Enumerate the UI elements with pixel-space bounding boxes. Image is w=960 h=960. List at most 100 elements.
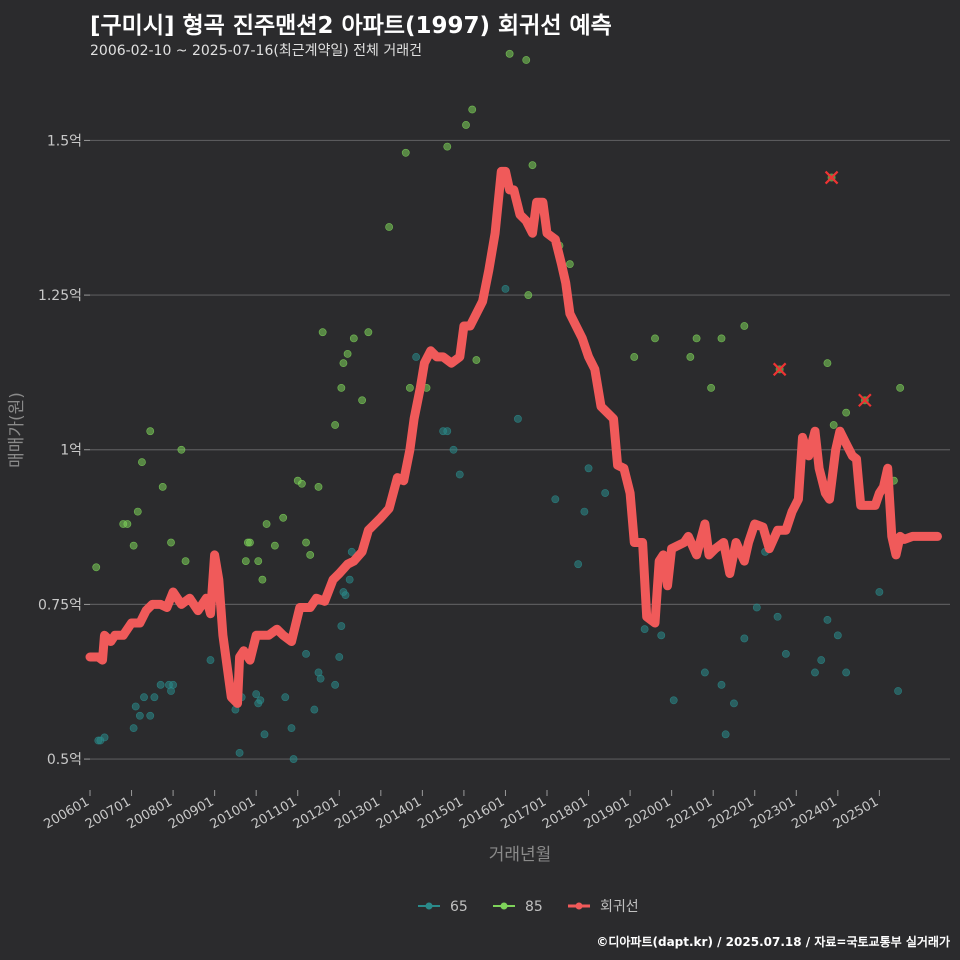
point-85 <box>358 396 367 405</box>
y-tick-label: 0.5억 <box>47 752 82 768</box>
legend: 65 85 회귀선 <box>418 899 639 915</box>
point-65 <box>252 690 261 699</box>
legend-item-회귀선: 회귀선 <box>568 899 639 915</box>
x-tick-label: 201401 <box>374 794 424 832</box>
point-65 <box>100 733 109 742</box>
point-85 <box>258 575 267 584</box>
point-65 <box>206 656 215 664</box>
point-65 <box>640 625 649 634</box>
y-tick-label: 0.75억 <box>38 597 82 613</box>
x-tick-label: 202501 <box>831 794 881 832</box>
regression-line-path <box>85 166 942 708</box>
point-85 <box>630 353 639 361</box>
point-85 <box>740 322 749 330</box>
point-85 <box>692 334 701 343</box>
point-85 <box>246 538 254 547</box>
legend-label: 85 <box>525 899 543 915</box>
point-85 <box>241 557 250 566</box>
point-65 <box>584 464 593 473</box>
series-65-points <box>94 284 902 763</box>
x-tick-label: 201301 <box>332 794 382 832</box>
point-85 <box>129 541 138 550</box>
point-85 <box>138 458 146 467</box>
point-85 <box>443 142 452 151</box>
point-85 <box>254 557 263 566</box>
series-85-points <box>92 49 905 584</box>
point-85 <box>339 359 348 368</box>
point-65 <box>740 634 749 643</box>
x-tick-label: 202301 <box>748 794 798 832</box>
x-tick-label: 201601 <box>457 794 507 832</box>
point-65 <box>169 680 177 689</box>
point-65 <box>823 615 832 624</box>
point-65 <box>235 748 244 757</box>
point-65 <box>345 575 354 584</box>
x-tick-label: 201701 <box>499 794 549 832</box>
point-85 <box>522 56 531 64</box>
point-85 <box>406 383 414 392</box>
point-65 <box>412 353 421 361</box>
point-85 <box>686 353 695 361</box>
point-85 <box>270 541 279 550</box>
legend-label: 65 <box>450 899 468 915</box>
x-marker <box>824 170 839 185</box>
point-65 <box>894 687 902 695</box>
point-65 <box>700 668 709 677</box>
point-65 <box>574 560 583 569</box>
point-65 <box>302 649 310 658</box>
point-65 <box>131 702 140 711</box>
point-65 <box>773 612 782 621</box>
point-85 <box>297 479 306 488</box>
source-footer: ©디아파트(dapt.kr) / 2025.07.18 / 자료=국토교통부 실… <box>596 935 950 949</box>
point-65 <box>146 711 155 720</box>
point-85 <box>337 383 346 392</box>
point-85 <box>528 161 537 170</box>
point-65 <box>817 656 826 664</box>
point-85 <box>181 557 190 566</box>
point-85 <box>167 538 175 547</box>
x-tick-label: 200801 <box>125 794 175 832</box>
point-65 <box>135 711 144 720</box>
point-65 <box>260 730 269 739</box>
x-markers <box>772 170 872 408</box>
point-65 <box>335 653 344 661</box>
point-85 <box>505 49 514 58</box>
point-85 <box>524 291 533 299</box>
point-65 <box>341 591 350 600</box>
point-85 <box>462 121 470 129</box>
point-65 <box>449 445 458 454</box>
legend-swatch-dot <box>575 902 583 910</box>
point-85 <box>349 334 358 343</box>
point-65 <box>717 680 726 689</box>
x-tick-label: 201201 <box>291 794 341 832</box>
point-65 <box>150 693 159 702</box>
point-65 <box>657 631 666 640</box>
point-65 <box>331 680 340 689</box>
point-65 <box>752 603 761 612</box>
point-65 <box>781 649 790 658</box>
chart-title: [구미시] 형곡 진주맨션2 아파트(1997) 회귀선 예측 <box>90 13 612 39</box>
point-65 <box>833 631 842 640</box>
x-tick-label: 201001 <box>208 794 258 832</box>
point-65 <box>580 507 589 516</box>
legend-item-65: 65 <box>418 899 468 915</box>
legend-swatch-dot <box>425 902 433 910</box>
legend-item-85: 85 <box>493 899 543 915</box>
y-tick-label: 1.5억 <box>47 133 82 149</box>
point-65 <box>842 668 851 677</box>
point-65 <box>811 668 819 677</box>
legend-swatch-dot <box>500 902 508 910</box>
point-85 <box>262 520 271 528</box>
chart-subtitle: 2006-02-10 ~ 2025-07-16(최근계약일) 전체 거래건 <box>90 43 422 59</box>
point-65 <box>875 588 884 596</box>
y-tick-label: 1.25억 <box>38 288 82 304</box>
x-tick-label: 200901 <box>166 794 216 832</box>
x-tick-label: 202201 <box>706 794 756 832</box>
point-65 <box>287 724 296 733</box>
point-65 <box>129 724 138 733</box>
y-axis-title: 매매가(원) <box>7 392 27 468</box>
point-65 <box>256 696 265 705</box>
point-65 <box>443 427 452 436</box>
point-65 <box>514 414 522 423</box>
